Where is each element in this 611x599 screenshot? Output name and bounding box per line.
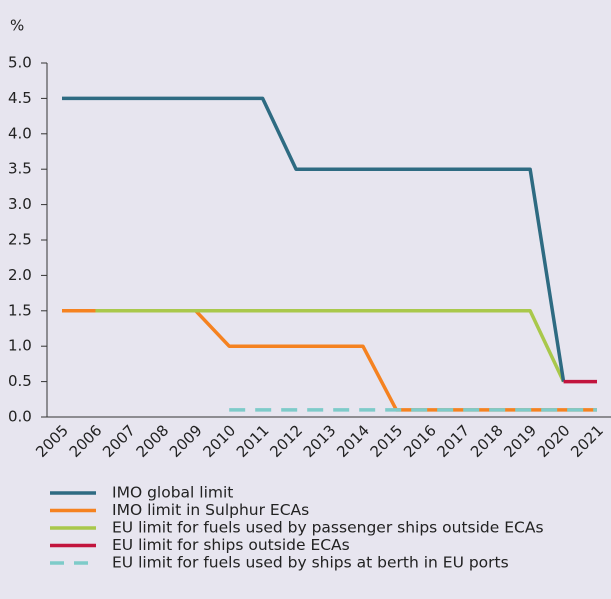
y-tick-label: 4.5 <box>8 89 32 107</box>
series-line <box>62 96 566 382</box>
series-line <box>95 309 566 383</box>
y-tick-label: 2.0 <box>8 266 32 284</box>
legend-label: EU limit for fuels used by passenger shi… <box>112 519 544 537</box>
x-tick-label: 2015 <box>367 421 407 461</box>
x-tick-label: 2005 <box>32 421 72 461</box>
y-tick-label: 0.5 <box>8 372 32 390</box>
series-line <box>62 309 597 412</box>
x-tick-label: 2008 <box>133 421 173 461</box>
y-tick-label: 4.0 <box>8 124 32 142</box>
y-tick-label: 0.0 <box>8 408 32 426</box>
x-tick-label: 2006 <box>66 421 106 461</box>
y-tick-label: 3.5 <box>8 160 32 178</box>
x-tick-label: 2020 <box>534 421 574 461</box>
x-tick-label: 2013 <box>300 421 340 461</box>
y-tick-label: 2.5 <box>8 231 32 249</box>
x-tick-label: 2019 <box>500 421 540 461</box>
x-tick-label: 2021 <box>567 421 607 461</box>
x-tick-label: 2017 <box>434 421 474 461</box>
x-tick-label: 2009 <box>166 421 206 461</box>
y-tick-label: 5.0 <box>8 54 32 72</box>
legend-label: IMO limit in Sulphur ECAs <box>112 501 309 519</box>
x-tick-label: 2018 <box>467 421 507 461</box>
y-tick-label: 1.0 <box>8 337 32 355</box>
y-axis-label: % <box>10 17 24 35</box>
y-tick-label: 3.0 <box>8 195 32 213</box>
x-tick-label: 2012 <box>266 421 306 461</box>
legend-label: EU limit for ships outside ECAs <box>112 536 350 554</box>
y-tick-label: 1.5 <box>8 301 32 319</box>
x-tick-label: 2010 <box>199 421 239 461</box>
x-tick-label: 2014 <box>333 421 373 461</box>
x-tick-label: 2016 <box>400 421 440 461</box>
x-tick-label: 2007 <box>99 421 139 461</box>
x-tick-label: 2011 <box>233 421 273 461</box>
legend-label: IMO global limit <box>112 484 233 502</box>
legend-label: EU limit for fuels used by ships at bert… <box>112 554 509 572</box>
